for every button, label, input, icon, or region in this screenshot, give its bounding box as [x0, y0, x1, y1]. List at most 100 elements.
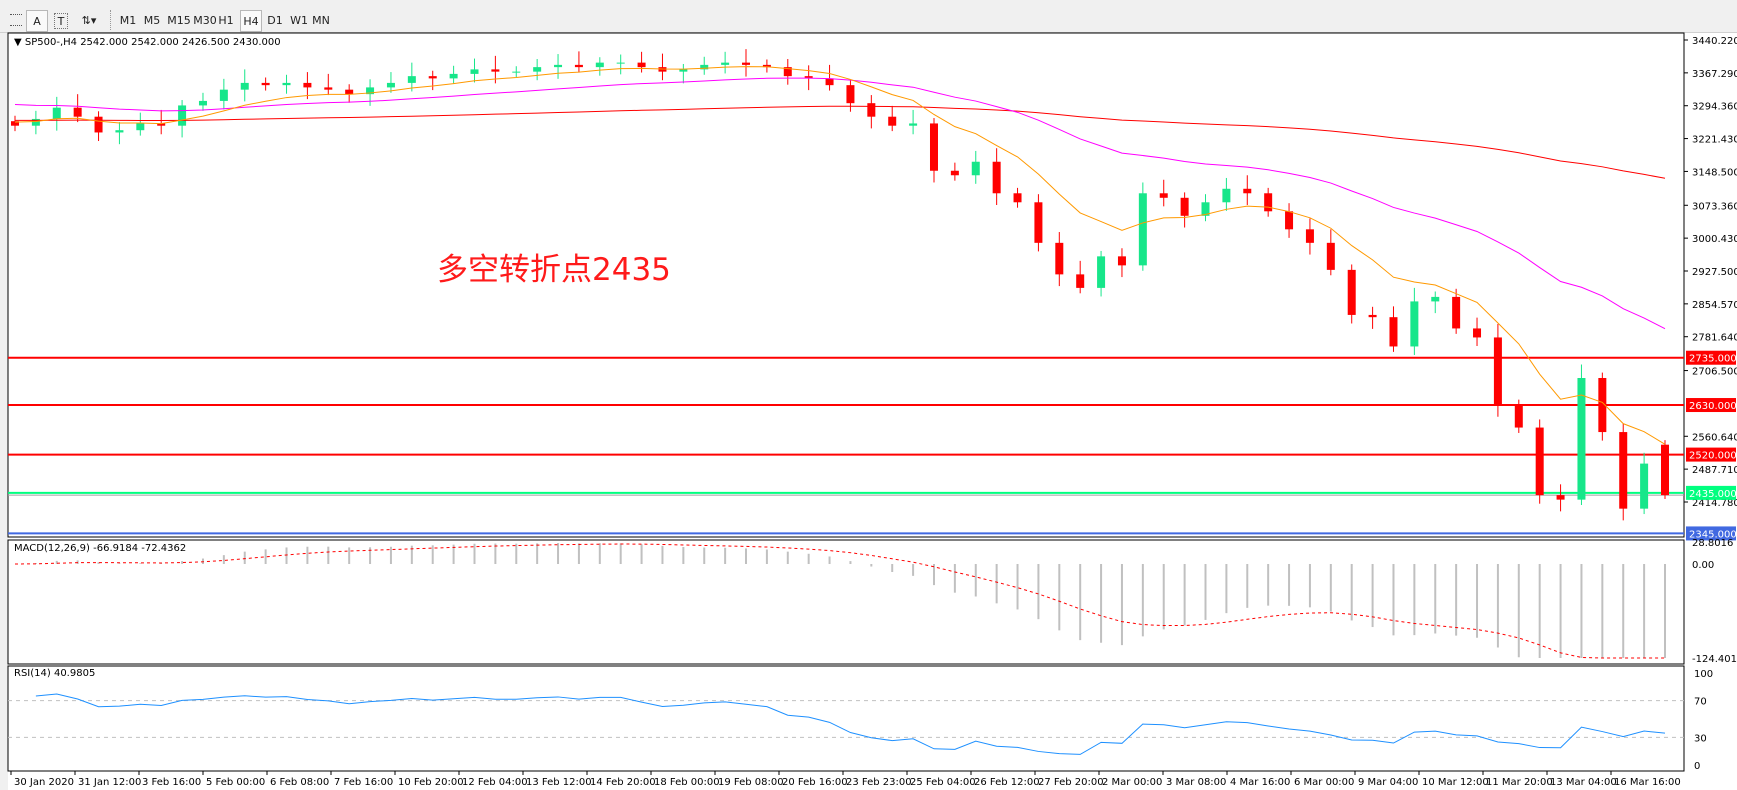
- time-tick-label: 10 Feb 20:00: [398, 777, 464, 788]
- timeframe-h1-button[interactable]: H1: [218, 13, 234, 27]
- candle-body: [1117, 256, 1126, 266]
- candle-body: [742, 62, 751, 65]
- candle-body: [1535, 427, 1544, 496]
- time-tick-label: 2 Mar 00:00: [1102, 777, 1162, 788]
- candle-body: [1640, 463, 1649, 509]
- timeframe-mn-button[interactable]: MN: [312, 13, 330, 27]
- level-label-bg: [1686, 526, 1736, 541]
- candle-body: [700, 64, 709, 70]
- time-tick-label: 11 Mar 20:00: [1486, 777, 1553, 788]
- candle-body: [73, 107, 82, 117]
- candle-body: [512, 71, 521, 73]
- timeframe-w1-button[interactable]: W1: [290, 13, 308, 27]
- candle-body: [303, 82, 312, 88]
- candle-body: [574, 64, 583, 68]
- rsi-tick-label: 70: [1694, 697, 1707, 708]
- rsi-label: RSI(14) 40.9805: [14, 668, 96, 679]
- time-tick-label: 18 Feb 00:00: [654, 777, 720, 788]
- toolbar-separator: [110, 10, 112, 30]
- candle-body: [909, 123, 918, 126]
- candle-body: [992, 161, 1001, 194]
- candle-body: [1368, 314, 1377, 318]
- price-tick-label: 3367.290: [1692, 69, 1737, 80]
- candle-body: [52, 107, 61, 119]
- ma-slow-line: [14, 105, 1666, 179]
- time-tick-label: 12 Feb 04:00: [462, 777, 528, 788]
- price-tick-label: 2927.500: [1692, 267, 1737, 278]
- price-tick-label: 2706.500: [1692, 367, 1737, 378]
- timeframe-m15-button[interactable]: M15: [167, 13, 191, 27]
- grid-tool-button[interactable]: [6, 10, 26, 30]
- candle-body: [240, 82, 249, 90]
- time-tick-label: 25 Feb 04:00: [910, 777, 976, 788]
- level-label-bg: [1686, 398, 1736, 413]
- macd-tick-label: 0.00: [1692, 560, 1714, 571]
- candle-body: [1055, 242, 1064, 275]
- candle-body: [1264, 193, 1273, 212]
- candle-body: [115, 130, 124, 133]
- time-tick-label: 13 Mar 04:00: [1550, 777, 1617, 788]
- text-label-button[interactable]: T: [54, 13, 68, 29]
- timeframe-h4-button[interactable]: H4: [240, 10, 262, 32]
- candle-body: [470, 69, 479, 74]
- candle-body: [428, 76, 437, 79]
- macd-label: MACD(12,26,9) -66.9184 -72.4362: [14, 543, 187, 554]
- text-a-button[interactable]: A: [26, 10, 48, 32]
- candle-body: [804, 76, 813, 79]
- level-label-bg: [1686, 447, 1736, 462]
- candle-body: [407, 76, 416, 83]
- candle-body: [950, 170, 959, 176]
- price-tick-label: 3148.500: [1692, 167, 1737, 178]
- price-tick-label: 2414.780: [1692, 498, 1737, 509]
- candle-body: [929, 123, 938, 171]
- time-tick-label: 31 Jan 12:00: [78, 777, 141, 788]
- time-tick-label: 3 Feb 16:00: [142, 777, 201, 788]
- candle-body: [261, 82, 270, 86]
- timeframe-d1-button[interactable]: D1: [267, 13, 283, 27]
- candle-body: [971, 161, 980, 176]
- annotation-text[interactable]: 多空转折点2435: [437, 252, 671, 288]
- time-tick-label: 5 Feb 00:00: [206, 777, 265, 788]
- candle-body: [1076, 274, 1085, 288]
- time-tick-label: 3 Mar 08:00: [1166, 777, 1226, 788]
- candle-body: [1222, 188, 1231, 203]
- time-tick-label: 26 Feb 12:00: [974, 777, 1040, 788]
- candle-body: [1619, 432, 1628, 509]
- price-tick-label: 2781.640: [1692, 333, 1737, 344]
- candle-body: [1138, 193, 1147, 266]
- candle-body: [366, 87, 375, 95]
- candle-body: [846, 85, 855, 104]
- level-label-2520: 2520.000: [1689, 451, 1737, 462]
- candle-body: [825, 78, 834, 86]
- candle-body: [679, 69, 688, 72]
- ma-mid-line: [14, 77, 1666, 330]
- price-tick-label: 2854.570: [1692, 300, 1737, 311]
- time-tick-label: 6 Mar 00:00: [1294, 777, 1354, 788]
- time-tick-label: 10 Mar 12:00: [1422, 777, 1489, 788]
- candle-body: [324, 87, 333, 90]
- candle-body: [762, 64, 771, 68]
- candle-body: [136, 123, 145, 131]
- arrows-button[interactable]: ⇅▾: [81, 13, 97, 27]
- time-tick-label: 30 Jan 2020: [14, 777, 74, 788]
- timeframe-m5-button[interactable]: M5: [143, 13, 161, 27]
- timeframe-m1-button[interactable]: M1: [119, 13, 137, 27]
- candle-body: [219, 89, 228, 101]
- rsi-tick-label: 100: [1694, 669, 1713, 680]
- candle-body: [783, 67, 792, 77]
- candle-body: [1473, 328, 1482, 338]
- collapse-triangle-icon[interactable]: ▼: [14, 37, 25, 48]
- level-label-2630: 2630.000: [1689, 401, 1737, 412]
- candle-body: [1013, 193, 1022, 203]
- candle-body: [178, 105, 187, 126]
- candle-body: [345, 89, 354, 95]
- timeframe-m30-button[interactable]: M30: [193, 13, 217, 27]
- candle-body: [1514, 405, 1523, 428]
- price-tick-label: 3440.220: [1692, 36, 1737, 47]
- price-tick-label: 2560.640: [1692, 432, 1737, 443]
- candle-body: [616, 62, 625, 64]
- time-tick-label: 7 Feb 16:00: [334, 777, 393, 788]
- time-tick-label: 20 Feb 16:00: [782, 777, 848, 788]
